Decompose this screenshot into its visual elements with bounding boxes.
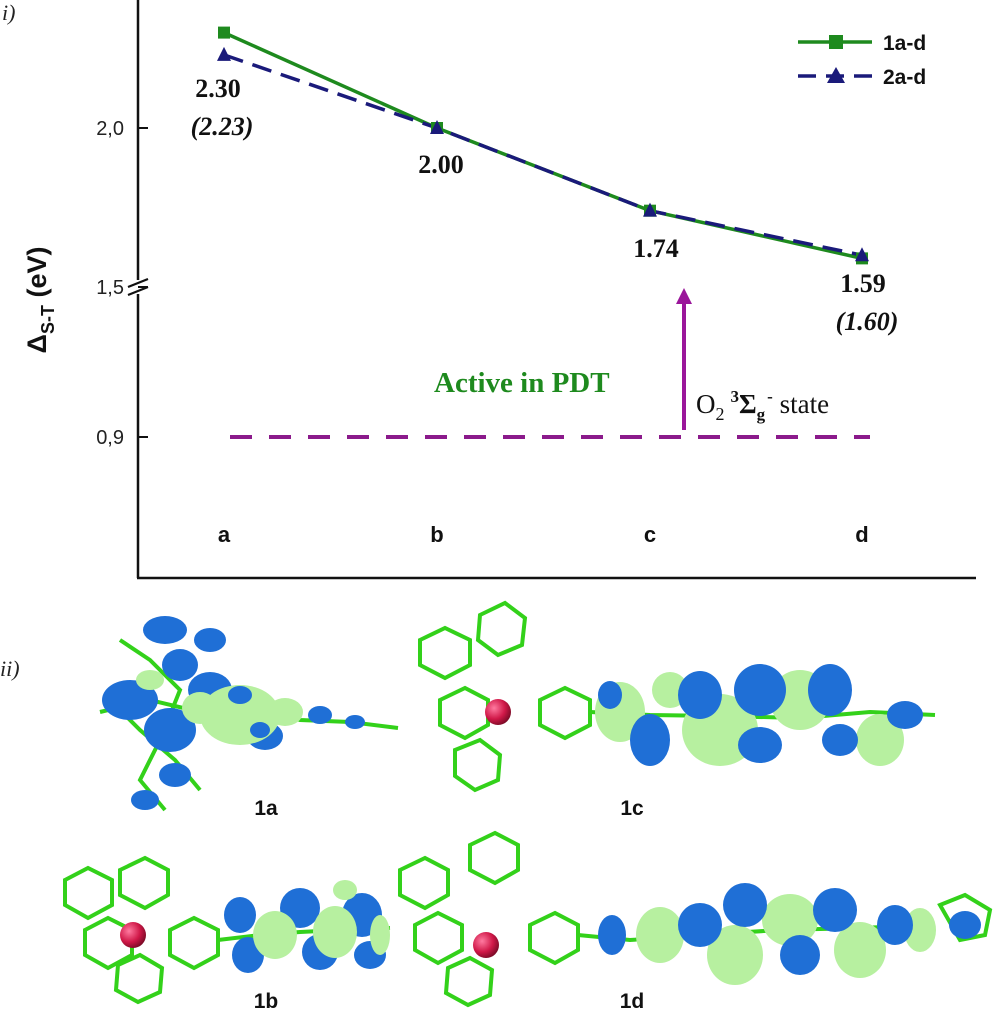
data-labels: 2.30 (2.23) 2.00 1.74 1.59 (1.60) <box>191 74 899 336</box>
data-label-a: 2.30 <box>195 74 241 103</box>
series-line-1a-d <box>223 31 863 261</box>
y-tick-label: 2,0 <box>96 118 124 140</box>
y-tick-label: 0,9 <box>96 427 124 449</box>
molecule-label-1c: 1c <box>620 797 644 820</box>
legend-marker-1a-d <box>829 35 843 49</box>
o2-state-label: O23Σg- state <box>696 387 829 424</box>
molecule-1b-image <box>63 855 391 1005</box>
category-label-d: d <box>855 522 868 547</box>
point-1a-d-a <box>218 26 230 39</box>
legend-label-2a-d: 2a-d <box>883 66 926 89</box>
panel-i-label: i) <box>2 0 15 25</box>
category-label-c: c <box>644 522 656 547</box>
legend-marker-2a-d <box>827 67 845 83</box>
data-label-alt-a: (2.23) <box>191 112 254 141</box>
data-label-alt-d: (1.60) <box>836 307 899 336</box>
axis-break-mark-bottom <box>127 285 149 297</box>
active-in-pdt-label: Active in PDT <box>434 367 610 399</box>
y-tick-label: 1,5 <box>96 277 124 299</box>
molecule-1a-image <box>99 616 399 812</box>
legend: 1a-d 2a-d <box>798 32 926 89</box>
point-2a-d-b <box>430 120 444 134</box>
series-line-2a-d <box>223 53 863 257</box>
panel-ii-label: ii) <box>0 656 20 681</box>
category-label-b: b <box>430 522 443 547</box>
svg-text:ΔS-T (eV): ΔS-T (eV) <box>22 247 58 354</box>
legend-label-1a-d: 1a-d <box>883 32 926 55</box>
molecule-1c-image <box>418 600 936 793</box>
y-ticks: 0,9 1,5 2,0 <box>96 118 148 449</box>
category-labels: a b c d <box>218 522 869 547</box>
active-arrow <box>676 288 692 430</box>
category-label-a: a <box>218 522 231 547</box>
molecule-label-1a: 1a <box>254 797 278 820</box>
molecule-1d-image <box>398 830 993 1008</box>
data-label-d: 1.59 <box>840 269 886 298</box>
series-layer <box>217 26 869 265</box>
axis-break-mark-top <box>127 277 149 289</box>
molecule-label-1b: 1b <box>254 990 279 1013</box>
point-2a-d-c <box>643 202 657 217</box>
data-label-c: 1.74 <box>633 234 679 263</box>
y-axis-title-unit: (eV) <box>22 247 52 306</box>
molecule-label-1d: 1d <box>620 990 645 1013</box>
y-axis-title-sub: S-T <box>38 305 58 334</box>
y-axis-title: ΔS-T (eV) <box>22 247 58 354</box>
y-axis-title-delta: Δ <box>22 334 52 353</box>
data-label-b: 2.00 <box>418 150 464 179</box>
point-2a-d-a <box>217 46 231 61</box>
point-2a-d-d <box>855 247 869 262</box>
